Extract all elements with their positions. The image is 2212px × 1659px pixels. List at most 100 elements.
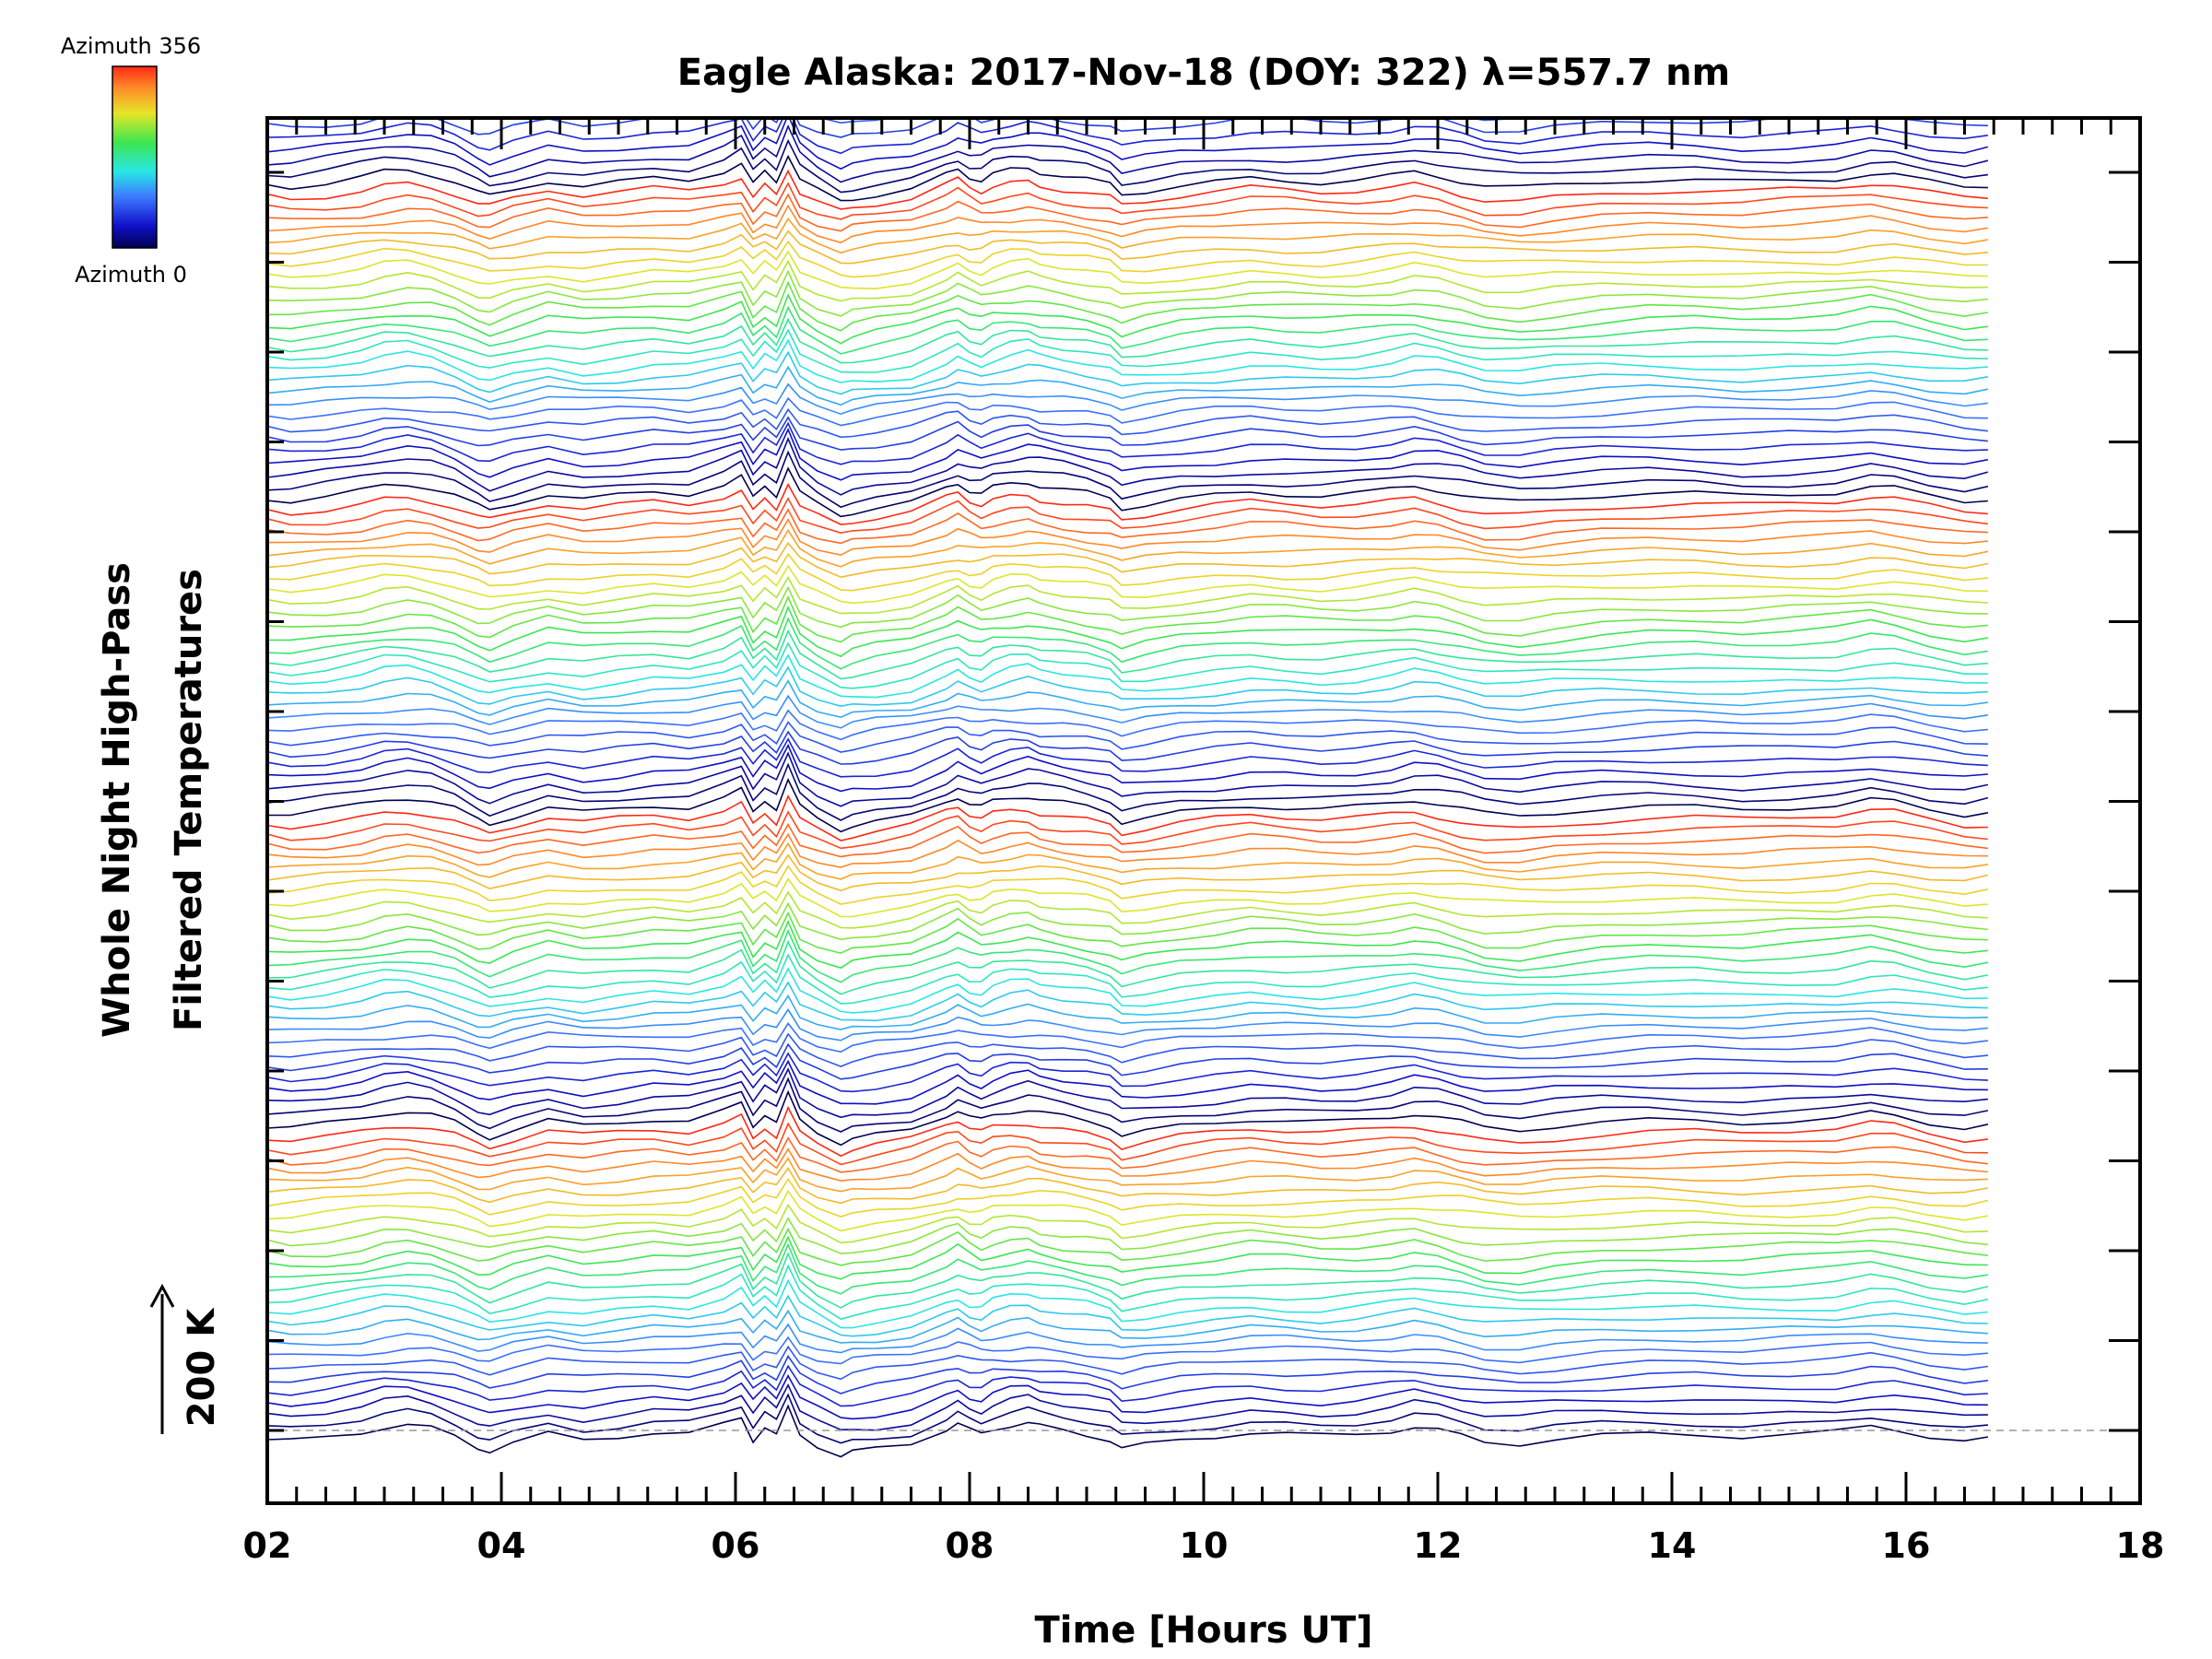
azimuth-series-line — [267, 450, 1989, 509]
azimuth-series-line — [267, 1147, 1988, 1182]
azimuth-series-line — [267, 118, 1989, 171]
azimuth-series-line — [267, 250, 1988, 290]
azimuth-series-line — [267, 6, 1988, 48]
azimuth-series-line — [267, 1032, 1988, 1067]
y-axis-label-line-1: Whole Night High-Pass — [96, 562, 138, 1038]
azimuth-series-line — [267, 928, 1989, 983]
azimuth-series-line — [267, 0, 1988, 6]
azimuth-series-line — [267, 528, 1989, 568]
azimuth-series-line — [267, 0, 1988, 38]
azimuth-series-line — [267, 1309, 1988, 1344]
x-tick-label: 16 — [1882, 1525, 1931, 1566]
x-tick-label: 04 — [477, 1525, 526, 1566]
azimuth-series-line — [267, 229, 1988, 265]
azimuth-series-line — [267, 541, 1989, 579]
azimuth-series-line — [267, 436, 1989, 496]
azimuth-series-line — [267, 1364, 1988, 1407]
azimuth-series-line — [267, 1042, 1988, 1080]
azimuth-series-line — [267, 1373, 1988, 1420]
azimuth-series-line — [267, 269, 1988, 317]
azimuth-series-line — [267, 777, 1989, 833]
azimuth-series-line — [267, 794, 1988, 841]
azimuth-series-line — [267, 1382, 1988, 1431]
azimuth-series-line — [267, 617, 1989, 670]
azimuth-series-line — [267, 594, 1988, 643]
azimuth-series-line — [267, 822, 1988, 858]
azimuth-series-line — [267, 730, 1988, 765]
azimuth-series-line — [267, 259, 1988, 302]
azimuth-series-line — [267, 953, 1988, 1005]
azimuth-series-line — [267, 653, 1988, 699]
azimuth-series-line — [267, 280, 1989, 332]
azimuth-series-line — [267, 743, 1988, 793]
colorbar — [112, 65, 158, 249]
plot-frame — [265, 116, 2142, 1505]
azimuth-series-line — [267, 694, 1989, 729]
azimuth-series-line — [267, 416, 1988, 451]
azimuth-series-line — [267, 350, 1989, 395]
azimuth-series-line — [267, 508, 1988, 545]
azimuth-series-line — [267, 305, 1988, 355]
azimuth-series-line — [267, 217, 1989, 254]
azimuth-series-line — [267, 919, 1988, 970]
x-tick-label: 18 — [2116, 1525, 2165, 1566]
x-tick-label: 12 — [1414, 1525, 1463, 1566]
azimuth-series-line — [267, 292, 1989, 345]
azimuth-series-line — [267, 1203, 1988, 1244]
azimuth-series-line — [267, 1077, 1989, 1133]
azimuth-series-line — [267, 877, 1988, 918]
azimuth-series-line — [267, 407, 1988, 439]
azimuth-series-line — [267, 396, 1988, 427]
azimuth-series-line — [267, 709, 1988, 741]
azimuth-series-line — [267, 124, 1989, 183]
azimuth-series-line — [267, 182, 1988, 220]
azimuth-series-line — [267, 1177, 1989, 1218]
azimuth-series-line — [267, 382, 1988, 416]
azimuth-series-line — [267, 1189, 1989, 1232]
azimuth-series-line — [267, 679, 1989, 719]
azimuth-series-line — [267, 138, 1988, 194]
azimuth-series-line — [267, 1217, 1988, 1254]
azimuth-series-line — [267, 841, 1989, 880]
azimuth-series-line — [267, 911, 1988, 954]
azimuth-series-line — [267, 1393, 1988, 1444]
azimuth-series-line — [267, 762, 1989, 821]
azimuth-series-line — [267, 585, 1988, 629]
azimuth-series-line — [267, 665, 1988, 708]
x-tick-label: 06 — [712, 1525, 760, 1566]
azimuth-series-line — [267, 1335, 1988, 1365]
azimuth-series-line — [267, 204, 1989, 244]
azimuth-series-line — [267, 564, 1988, 605]
azimuth-series-line — [267, 1227, 1988, 1266]
azimuth-series-line — [267, 1354, 1988, 1394]
tick-layer — [265, 118, 2142, 1503]
azimuth-series-line — [267, 552, 1988, 592]
azimuth-series-line — [267, 421, 1988, 465]
azimuth-series-line — [267, 497, 1988, 535]
azimuth-series-line — [267, 751, 1989, 807]
azimuth-series-line — [267, 118, 1989, 155]
azimuth-series-line — [267, 317, 1988, 364]
azimuth-series-line — [267, 240, 1988, 278]
colorbar-bottom-label: Azimuth 0 — [75, 262, 187, 288]
azimuth-series-line — [267, 193, 1988, 232]
x-tick-label: 02 — [243, 1525, 292, 1566]
azimuth-series-line — [267, 832, 1988, 868]
azimuth-series-line — [267, 482, 1988, 525]
azimuth-series-line — [267, 1007, 1988, 1041]
x-tick-label: 10 — [1180, 1525, 1229, 1566]
azimuth-series-line — [267, 1022, 1988, 1053]
azimuth-series-line — [267, 1167, 1989, 1205]
azimuth-series-line — [267, 810, 1988, 850]
chart-title: Eagle Alaska: 2017-Nov-18 (DOY: 322) λ=5… — [677, 52, 1730, 94]
x-tick-label-layer: 02 04 06 08 10 12 14 16 18 — [243, 1525, 2165, 1566]
x-tick-label: 14 — [1648, 1525, 1697, 1566]
azimuth-series-line — [267, 328, 1988, 373]
azimuth-series-line — [267, 1294, 1988, 1337]
azimuth-series-line — [267, 1135, 1988, 1173]
colorbar-top-label: Azimuth 356 — [61, 33, 201, 59]
azimuth-series-line — [267, 939, 1989, 995]
azimuth-series-line — [267, 721, 1988, 753]
azimuth-series-line — [267, 1089, 1989, 1147]
